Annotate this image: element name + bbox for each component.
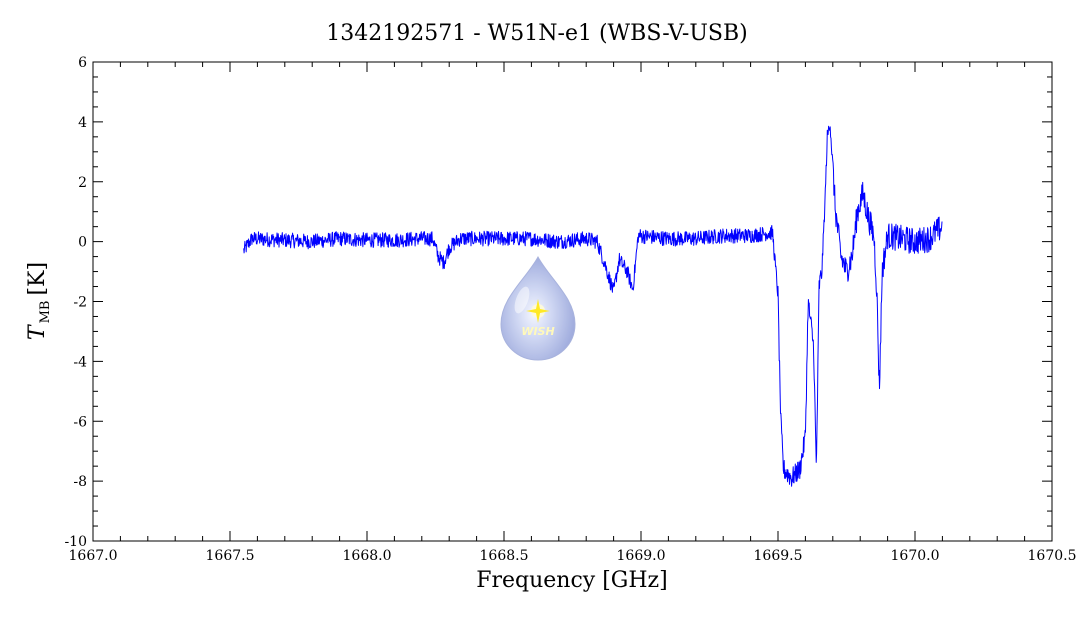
y-tick-label: -8 — [73, 474, 87, 490]
tick-labels-layer: 1667.0 1667.5 1668.0 1668.5 1669.0 1669.5 1670… — [64, 55, 1076, 564]
y-tick-label: 6 — [78, 55, 87, 71]
y-tick-label: -2 — [73, 295, 87, 311]
series-layer — [243, 125, 943, 487]
x-tick-label: 1667.5 — [206, 548, 255, 564]
plot-frame — [92, 61, 1053, 542]
y-axis-label: TMB [K] — [25, 262, 53, 340]
chart-title: 1342192571 - W51N-e1 (WBS-V-USB) — [326, 21, 747, 46]
ticks-layer — [92, 61, 1053, 542]
spectrum-line — [243, 125, 943, 487]
x-tick-label: 1667.0 — [69, 548, 118, 564]
x-tick-label: 1669.0 — [617, 548, 666, 564]
wish-logo: WISH — [500, 255, 576, 361]
x-tick-label: 1668.0 — [343, 548, 392, 564]
y-axis-label-unit: [K] — [25, 262, 50, 296]
y-tick-label: 2 — [78, 175, 87, 191]
y-tick-label: -4 — [73, 354, 87, 370]
x-axis-label: Frequency [GHz] — [476, 568, 668, 593]
y-tick-label: 0 — [78, 235, 87, 251]
y-axis-label-sub: MB — [38, 301, 53, 324]
svg-text:TMB[K]: TMB [K] — [25, 262, 53, 340]
y-axis-label-main: T — [25, 323, 50, 340]
y-tick-label: -6 — [73, 414, 87, 430]
x-tick-label: 1669.5 — [754, 548, 803, 564]
x-tick-label: 1670.0 — [891, 548, 940, 564]
star-icon — [526, 299, 550, 323]
y-tick-label: 4 — [78, 115, 87, 131]
x-tick-label: 1670.5 — [1028, 548, 1076, 564]
wish-logo-text: WISH — [521, 325, 554, 338]
y-tick-label: -10 — [64, 534, 87, 550]
x-tick-label: 1668.5 — [480, 548, 529, 564]
